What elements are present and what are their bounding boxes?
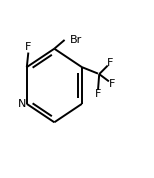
Text: N: N <box>18 99 26 109</box>
Text: F: F <box>107 58 114 68</box>
Text: Br: Br <box>70 35 82 45</box>
Text: F: F <box>25 42 32 52</box>
Text: F: F <box>109 79 115 89</box>
Text: F: F <box>95 89 101 99</box>
